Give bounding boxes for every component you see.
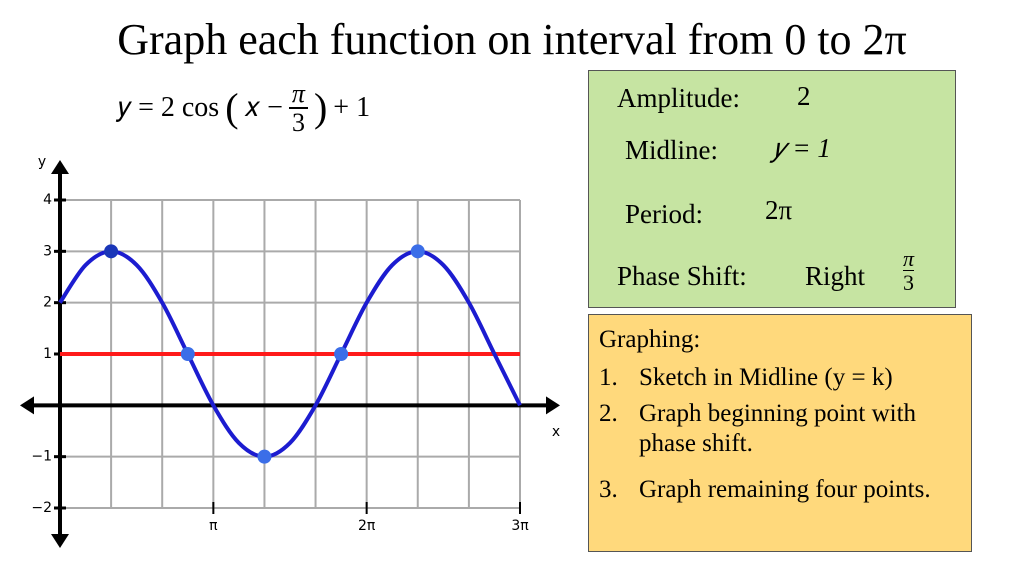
x-tick-label: π <box>209 518 218 534</box>
step: 3. Graph remaining four points. <box>599 475 959 505</box>
step-text: Graph beginning point with phase shift. <box>639 400 917 457</box>
label: Period: <box>625 199 703 229</box>
steps-box: Graphing: 1. Sketch in Midline (y = k) 2.… <box>588 314 972 552</box>
x-tick-label: 2π <box>358 518 376 534</box>
y-tick-label: 2 <box>43 295 52 311</box>
curve <box>58 249 522 459</box>
value: Right <box>805 261 866 291</box>
y-axis-label: y <box>38 154 46 170</box>
y-tick-label: 3 <box>43 243 52 259</box>
y-tick-label: −1 <box>31 449 52 465</box>
label: Midline: <box>625 135 718 165</box>
chart: x y −2 −1 1 2 3 4 π 2π 3π <box>20 154 560 548</box>
step-num: 3. <box>599 476 618 503</box>
step: 2. Graph beginning point with phase shift… <box>599 399 959 459</box>
eq-den: 3 <box>291 108 305 138</box>
value: 𝑦 = 1 <box>773 133 831 163</box>
eq-part: + 1 <box>333 92 371 124</box>
info-box: Amplitude: 2 Midline: 𝑦 = 1 Period: 2π P… <box>588 70 956 308</box>
eq-part: 𝑦 = 2 cos <box>118 92 220 124</box>
step: 1. Sketch in Midline (y = k) <box>599 363 959 393</box>
arrow <box>51 160 69 174</box>
value: 2π <box>765 195 793 225</box>
point <box>104 244 119 259</box>
label: Amplitude: <box>617 83 740 113</box>
eq-num: π <box>288 80 308 110</box>
label: Phase Shift: <box>617 261 747 291</box>
eq-paren: ) <box>313 85 328 131</box>
x-tick-label: 3π <box>511 518 529 534</box>
arrow <box>546 396 560 415</box>
eq-part: 𝑥 − <box>244 92 283 124</box>
frac-den: 3 <box>903 270 915 296</box>
arrow <box>51 534 69 548</box>
frac-num: π <box>903 246 915 272</box>
step-text: Sketch in Midline (y = k) <box>639 364 893 391</box>
step-text: Graph remaining four points. <box>639 476 931 503</box>
y-tick-label: 4 <box>43 192 52 208</box>
point <box>180 347 195 361</box>
point <box>410 244 425 259</box>
value: 2 <box>797 81 811 111</box>
steps-heading: Graphing: <box>599 326 701 353</box>
y-tick-label: 1 <box>43 346 52 362</box>
y-tick-label: −2 <box>31 500 52 516</box>
point <box>257 449 272 464</box>
x-axis-label: x <box>552 424 560 440</box>
point <box>334 347 349 361</box>
step-num: 1. <box>599 364 618 391</box>
step-num: 2. <box>599 400 618 427</box>
slide-title: Graph each function on interval from 0 t… <box>117 15 907 64</box>
arrow <box>20 396 34 415</box>
eq-paren: ( <box>225 85 239 131</box>
